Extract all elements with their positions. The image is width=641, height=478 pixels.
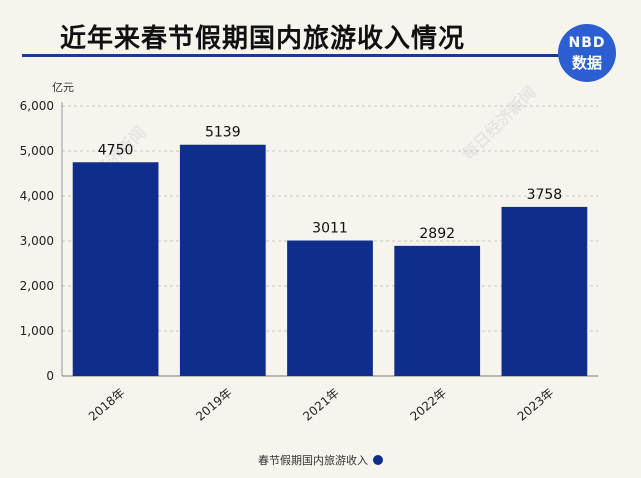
bar-value-label: 4750	[98, 142, 134, 158]
x-tick-label: 2018年	[86, 386, 128, 424]
bar-value-label: 2892	[419, 226, 455, 242]
badge-line1: NBD	[568, 35, 606, 51]
bar-value-label: 5139	[205, 125, 241, 141]
y-unit-label: 亿元	[52, 81, 74, 94]
bar	[179, 144, 266, 376]
bar-value-label: 3011	[312, 221, 348, 237]
bar-value-label: 3758	[527, 187, 563, 203]
bar	[394, 245, 481, 376]
y-tick-label: 6,000	[20, 99, 54, 113]
bar	[72, 162, 159, 376]
title-underline	[22, 54, 567, 57]
badge-line2: 数据	[571, 54, 602, 72]
y-tick-label: 5,000	[20, 144, 54, 158]
chart-title: 近年来春节假期国内旅游收入情况	[60, 24, 466, 54]
y-tick-label: 0	[46, 369, 54, 383]
y-tick-label: 3,000	[20, 234, 54, 248]
y-tick-label: 4,000	[20, 189, 54, 203]
x-tick-label: 2019年	[193, 386, 235, 424]
legend-label: 春节假期国内旅游收入	[258, 454, 368, 467]
y-tick-label: 2,000	[20, 279, 54, 293]
bar	[501, 206, 588, 376]
x-tick-label: 2023年	[515, 386, 557, 424]
legend-swatch	[373, 455, 383, 465]
x-tick-label: 2021年	[300, 386, 342, 424]
bar	[287, 240, 373, 376]
y-tick-label: 1,000	[20, 324, 54, 338]
nbd-logo-badge: NBD 数据	[558, 24, 616, 82]
x-tick-label: 2022年	[408, 386, 450, 424]
legend: 春节假期国内旅游收入	[0, 452, 641, 468]
